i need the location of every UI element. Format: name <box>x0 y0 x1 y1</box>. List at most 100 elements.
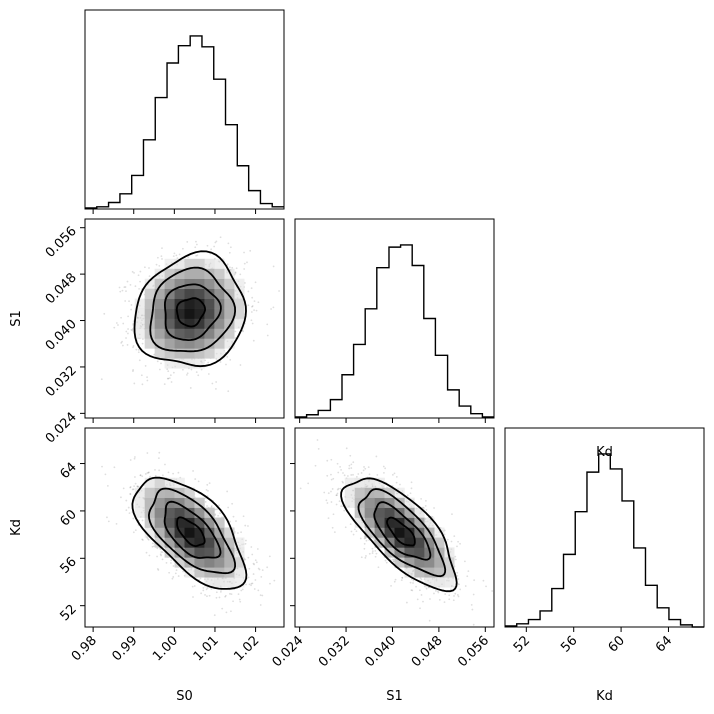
histogram-steps <box>505 453 704 628</box>
density-cell <box>184 298 195 309</box>
hist-bin <box>669 620 681 627</box>
sample-point <box>459 588 462 591</box>
sample-point <box>252 339 255 342</box>
sample-point <box>164 463 166 466</box>
sample-point <box>346 475 349 477</box>
sample-point <box>129 486 132 488</box>
sample-point <box>257 301 260 304</box>
sample-point <box>155 263 158 266</box>
density-cell <box>394 497 405 508</box>
sample-point <box>125 330 128 333</box>
density-cell <box>144 318 155 329</box>
sample-point <box>161 551 164 553</box>
hist-bin <box>587 472 599 627</box>
density-cell <box>224 318 235 329</box>
sample-point <box>456 571 459 574</box>
hist-bin <box>575 512 587 627</box>
density-cell <box>224 338 235 349</box>
sample-point <box>210 505 213 507</box>
density-cell <box>194 338 205 349</box>
density-cell <box>414 547 425 558</box>
sample-point <box>133 457 136 460</box>
x-tick-label: 52 <box>511 633 533 655</box>
density-cell <box>234 318 245 329</box>
sample-point <box>227 242 230 245</box>
sample-point <box>243 262 246 265</box>
sample-point <box>363 542 366 545</box>
density-grid <box>134 477 245 588</box>
sample-point <box>453 595 455 597</box>
hist-bin <box>178 46 190 209</box>
sample-point <box>316 439 319 441</box>
sample-point <box>428 619 431 622</box>
density-cell <box>204 527 215 538</box>
sample-point <box>158 368 161 371</box>
sample-point <box>100 378 103 381</box>
density-cell <box>194 318 205 329</box>
sample-point <box>247 304 250 307</box>
density-cell <box>384 517 395 528</box>
density-cell <box>234 278 245 289</box>
sample-point <box>139 474 142 477</box>
sample-point <box>248 567 251 570</box>
sample-point <box>146 472 149 474</box>
density-cell <box>174 557 185 568</box>
sample-point <box>371 552 374 554</box>
sample-point <box>332 513 335 516</box>
sample-point <box>384 467 387 470</box>
sample-point <box>195 254 197 257</box>
sample-point <box>457 578 460 580</box>
density-cell <box>184 358 195 369</box>
density-cell <box>204 517 215 528</box>
sample-point <box>196 254 199 257</box>
sample-point <box>244 558 247 561</box>
sample-point <box>368 473 371 476</box>
sample-point <box>113 326 116 329</box>
density-cell <box>404 517 415 528</box>
density-cell <box>154 537 165 548</box>
hist-bin <box>143 140 155 209</box>
x-axis-label: Kd <box>596 689 613 704</box>
sample-point <box>352 473 354 476</box>
hist-bin <box>260 204 272 209</box>
hist-bin <box>120 194 132 209</box>
x-tick-label: 0.048 <box>409 633 446 670</box>
sample-point <box>127 506 130 509</box>
density-cell <box>164 308 175 319</box>
sample-point <box>158 264 161 267</box>
sample-point <box>458 583 460 586</box>
sample-point <box>364 556 367 559</box>
sample-point <box>395 481 398 484</box>
density-cell <box>164 487 175 498</box>
sample-point <box>359 537 362 540</box>
sample-point <box>125 290 127 293</box>
sample-point <box>172 565 175 567</box>
sample-point <box>129 492 132 495</box>
sample-point <box>195 243 198 246</box>
density-cell <box>214 328 225 339</box>
sample-point <box>355 530 358 533</box>
sample-point <box>202 587 205 589</box>
sample-point <box>420 497 423 500</box>
sample-point <box>373 540 376 543</box>
density-cell <box>164 527 175 538</box>
sample-point <box>156 360 159 363</box>
sample-point <box>357 473 360 475</box>
sample-point <box>228 251 231 254</box>
sample-point <box>234 271 237 274</box>
density-cell <box>164 348 175 359</box>
hist-bin <box>634 548 646 627</box>
sample-point <box>138 287 140 290</box>
sample-point <box>238 598 241 601</box>
density-cell <box>154 318 165 329</box>
sample-point <box>363 547 366 550</box>
sample-point <box>472 623 475 626</box>
y-tick-label: 0.032 <box>43 363 80 400</box>
density-cell <box>234 288 245 299</box>
density-cell <box>204 348 215 359</box>
density-cell <box>374 487 385 498</box>
sample-point <box>130 308 133 311</box>
density-cell <box>224 278 235 289</box>
sample-point <box>206 244 209 247</box>
y-tick-label: 0.024 <box>43 410 80 447</box>
